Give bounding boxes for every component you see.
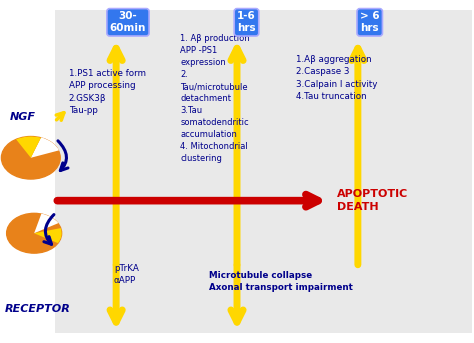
Bar [55, 10, 182, 333]
Text: APOPTOTIC
DEATH: APOPTOTIC DEATH [337, 189, 408, 212]
Circle shape [1, 137, 60, 179]
Text: NGF: NGF [9, 111, 36, 122]
Bar [296, 10, 472, 333]
Text: pTrKA
αAPP: pTrKA αAPP [114, 264, 138, 285]
Text: Microtubule collapse
Axonal transport impairment: Microtubule collapse Axonal transport im… [209, 271, 353, 292]
Text: 1.Aβ aggregation
2.Caspase 3
3.Calpain I activity
4.Tau truncation: 1.Aβ aggregation 2.Caspase 3 3.Calpain I… [296, 55, 378, 102]
Wedge shape [16, 137, 41, 158]
Wedge shape [34, 214, 58, 233]
Text: 1-6
hrs: 1-6 hrs [237, 12, 256, 33]
Text: RECEPTOR: RECEPTOR [5, 304, 71, 314]
Text: > 6
hrs: > 6 hrs [360, 12, 380, 33]
Circle shape [7, 213, 62, 253]
Text: 1. Aβ production
APP -PS1
expression
2.
Tau/microtubule
detachment
3.Tau
somatod: 1. Aβ production APP -PS1 expression 2. … [180, 34, 250, 163]
Wedge shape [31, 138, 59, 158]
Text: 1.PS1 active form
APP processing
2.GSK3β
Tau-pp: 1.PS1 active form APP processing 2.GSK3β… [69, 69, 146, 115]
Text: 30-
60min: 30- 60min [110, 12, 146, 33]
Bar [182, 10, 296, 333]
Wedge shape [34, 228, 62, 243]
FancyArrowPatch shape [44, 215, 54, 244]
FancyArrowPatch shape [58, 141, 68, 170]
